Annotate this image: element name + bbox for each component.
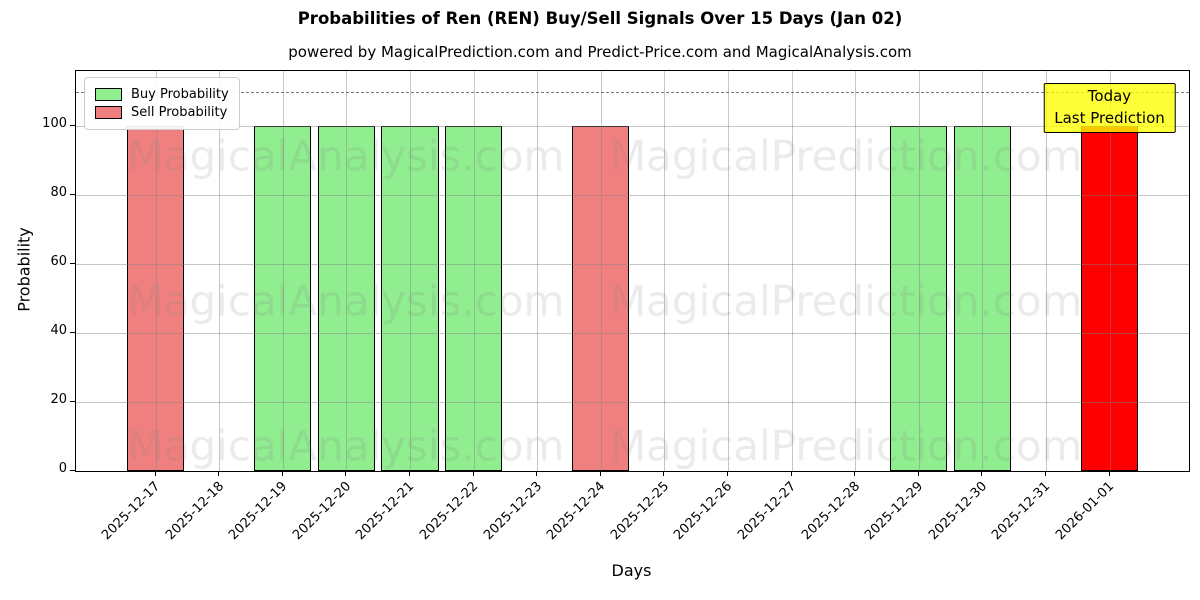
x-gridline — [409, 71, 411, 471]
y-gridline — [76, 264, 1189, 266]
y-gridline — [76, 333, 1189, 335]
x-gridline — [537, 71, 539, 471]
x-gridline — [219, 71, 221, 471]
x-tick-mark — [408, 471, 411, 476]
x-tick-label: 2025-12-21 — [353, 479, 418, 544]
x-tick-label: 2025-12-22 — [417, 479, 482, 544]
bar-2026-01-01 — [1080, 126, 1139, 471]
x-tick-label: 2025-12-31 — [989, 479, 1054, 544]
x-tick-mark — [345, 471, 347, 476]
x-tick-label: 2025-12-19 — [226, 479, 291, 544]
x-tick-mark — [1044, 471, 1047, 476]
plot-area: MagicalAnalysis.com MagicalAnalysis.com Ma… — [75, 70, 1190, 472]
x-tick-label: 2025-12-25 — [607, 479, 672, 544]
x-tick-mark — [599, 471, 601, 476]
x-tick-label: 2025-12-17 — [99, 479, 164, 544]
x-gridline — [346, 71, 348, 471]
sell-probability-swatch — [95, 106, 122, 119]
bar-2025-12-21 — [381, 126, 439, 471]
y-gridline — [76, 402, 1189, 404]
x-gridline — [155, 71, 157, 471]
x-gridline — [282, 71, 284, 471]
y-tick-mark — [70, 332, 75, 334]
legend-item-buy: Buy Probability — [95, 87, 229, 102]
watermark-text: MagicalPrediction.com — [609, 276, 1083, 326]
x-tick-mark — [472, 471, 474, 476]
bar-2025-12-24 — [572, 126, 630, 471]
chart-title: Probabilities of Ren (REN) Buy/Sell Sign… — [297, 9, 903, 28]
y-tick-mark — [70, 194, 75, 196]
x-gridline — [664, 71, 666, 471]
x-tick-mark — [281, 471, 283, 476]
x-tick-mark — [663, 471, 665, 476]
x-tick-mark — [536, 471, 538, 476]
y-gridline — [76, 126, 1189, 128]
x-gridline — [791, 71, 793, 471]
y-tick-label: 0 — [58, 461, 67, 476]
x-tick-mark — [218, 471, 220, 476]
y-tick-mark — [70, 470, 75, 472]
x-gridline — [1045, 71, 1047, 471]
x-tick-label: 2025-12-27 — [735, 479, 800, 544]
y-tick-label: 40 — [50, 323, 67, 339]
legend-item-sell: Sell Probability — [95, 105, 229, 120]
x-tick-mark — [1108, 471, 1110, 476]
x-tick-mark — [154, 471, 156, 476]
y-tick-mark — [70, 263, 75, 265]
x-tick-mark — [981, 471, 983, 476]
x-tick-label: 2025-12-30 — [925, 479, 990, 544]
y-tick-label: 20 — [50, 392, 67, 408]
y-gridline — [76, 195, 1189, 197]
y-tick-label: 80 — [50, 185, 67, 201]
chart-subtitle: powered by MagicalPrediction.com and Pre… — [288, 43, 912, 61]
x-gridline — [1109, 71, 1111, 471]
bar-2025-12-17 — [126, 126, 185, 471]
x-gridline — [727, 71, 729, 471]
x-tick-mark — [917, 471, 919, 476]
watermark-text: MagicalAnalysis.com — [127, 276, 565, 326]
x-tick-mark — [790, 471, 792, 476]
x-tick-label: 2025-12-20 — [289, 479, 354, 544]
buy-probability-swatch — [95, 88, 122, 101]
y-tick-mark — [70, 125, 75, 127]
x-tick-label: 2025-12-28 — [798, 479, 863, 544]
x-tick-label: 2025-12-29 — [862, 479, 927, 544]
x-tick-label: 2025-12-26 — [671, 479, 736, 544]
bar-2025-12-20 — [317, 126, 375, 471]
x-tick-mark — [726, 471, 729, 476]
bar-2025-12-30 — [953, 126, 1011, 471]
x-tick-mark — [854, 471, 856, 476]
dashed-threshold-line — [76, 91, 1189, 93]
x-tick-label: 2025-12-24 — [544, 479, 609, 544]
x-gridline — [600, 71, 602, 471]
x-tick-label: 2025-12-18 — [162, 479, 227, 544]
x-gridline — [855, 71, 857, 471]
watermark-text: MagicalPrediction.com — [609, 421, 1083, 471]
x-tick-label: 2026-01-01 — [1053, 479, 1118, 544]
x-gridline — [982, 71, 984, 471]
bar-2025-12-29 — [890, 126, 948, 471]
legend-label-sell: Sell Probability — [131, 105, 228, 120]
x-gridline — [918, 71, 920, 471]
bar-2025-12-22 — [444, 126, 503, 471]
watermark-text: MagicalAnalysis.com — [127, 421, 565, 471]
bar-2025-12-19 — [254, 126, 312, 471]
y-tick-label: 100 — [42, 116, 67, 132]
watermark-text: MagicalAnalysis.com — [127, 131, 565, 181]
today-annotation: Today Last Prediction — [1043, 83, 1176, 133]
y-tick-mark — [70, 401, 75, 403]
x-gridline — [473, 71, 475, 471]
x-tick-label: 2025-12-23 — [480, 479, 545, 544]
x-axis-label: Days — [611, 561, 652, 580]
watermark-text: MagicalPrediction.com — [609, 131, 1083, 181]
legend-label-buy: Buy Probability — [131, 87, 229, 102]
legend: Buy Probability Sell Probability — [84, 77, 240, 130]
y-tick-label: 60 — [50, 254, 67, 270]
